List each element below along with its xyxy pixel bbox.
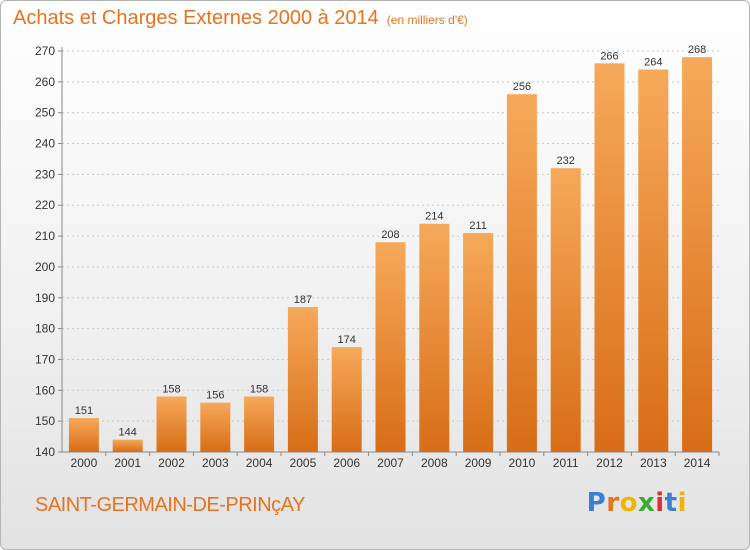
y-tick-label: 180 bbox=[35, 322, 55, 336]
logo-letter: t bbox=[664, 488, 678, 518]
y-tick-label: 150 bbox=[35, 414, 55, 428]
x-tick-label: 2006 bbox=[333, 456, 360, 470]
bar-value-label: 211 bbox=[469, 220, 487, 232]
y-tick-label: 260 bbox=[35, 75, 55, 89]
x-tick-label: 2005 bbox=[290, 456, 317, 470]
y-tick-label: 160 bbox=[35, 383, 55, 397]
y-tick-label: 270 bbox=[35, 44, 55, 58]
chart-title: Achats et Charges Externes 2000 à 2014 (e… bbox=[13, 7, 468, 30]
logo-letter: o bbox=[619, 488, 638, 518]
y-tick-label: 140 bbox=[35, 445, 55, 459]
y-tick-label: 220 bbox=[35, 198, 55, 212]
commune-name: SAINT-GERMAIN-DE-PRINçAY bbox=[35, 494, 305, 516]
bar bbox=[244, 396, 275, 452]
x-tick-label: 2007 bbox=[377, 456, 404, 470]
bar-value-label: 256 bbox=[513, 81, 531, 93]
bar bbox=[594, 63, 625, 452]
bar bbox=[463, 232, 494, 452]
y-tick-label: 190 bbox=[35, 291, 55, 305]
y-tick-label: 230 bbox=[35, 167, 55, 181]
logo-letter: r bbox=[606, 488, 620, 518]
y-tick-label: 210 bbox=[35, 229, 55, 243]
bar-value-label: 187 bbox=[294, 294, 312, 306]
y-tick-label: 170 bbox=[35, 352, 55, 366]
bar-value-label: 158 bbox=[162, 383, 180, 395]
bar-value-label: 268 bbox=[688, 44, 706, 56]
x-tick-label: 2011 bbox=[553, 456, 579, 470]
bar-value-label: 208 bbox=[381, 229, 399, 241]
chart-title-text: Achats et Charges Externes 2000 à 2014 bbox=[13, 7, 379, 29]
logo-letter: i bbox=[677, 488, 687, 518]
logo-letter: x bbox=[637, 488, 656, 518]
bar bbox=[550, 168, 581, 452]
y-tick-label: 240 bbox=[35, 137, 55, 151]
x-tick-label: 2010 bbox=[509, 456, 536, 470]
bar-value-label: 266 bbox=[600, 50, 618, 62]
logo-letter: i bbox=[655, 488, 665, 518]
bar-value-label: 214 bbox=[425, 211, 443, 223]
y-tick-label: 250 bbox=[35, 106, 55, 120]
bar bbox=[331, 347, 362, 452]
x-tick-label: 2008 bbox=[421, 456, 448, 470]
x-tick-label: 2002 bbox=[158, 456, 185, 470]
bar bbox=[156, 396, 187, 452]
x-tick-label: 2001 bbox=[114, 456, 141, 470]
bar-value-label: 156 bbox=[206, 390, 224, 402]
chart-unit: (en milliers d'€) bbox=[386, 13, 468, 27]
bar bbox=[638, 69, 669, 452]
bar-value-label: 151 bbox=[75, 405, 93, 417]
bar-value-label: 232 bbox=[557, 155, 575, 167]
proxiti-logo: Proxiti bbox=[587, 488, 687, 518]
bar bbox=[506, 94, 537, 452]
bar bbox=[68, 418, 99, 452]
logo-letter: P bbox=[586, 488, 607, 518]
bar bbox=[200, 402, 231, 452]
bar-value-label: 144 bbox=[119, 427, 137, 439]
bar bbox=[287, 307, 318, 452]
bar bbox=[682, 57, 713, 453]
x-tick-label: 2012 bbox=[596, 456, 623, 470]
x-tick-label: 2014 bbox=[684, 456, 711, 470]
x-tick-label: 2003 bbox=[202, 456, 229, 470]
bar bbox=[375, 242, 406, 452]
x-tick-label: 2009 bbox=[465, 456, 492, 470]
bar bbox=[112, 439, 143, 452]
x-tick-label: 2004 bbox=[246, 456, 273, 470]
x-tick-label: 2013 bbox=[640, 456, 667, 470]
x-tick-label: 2000 bbox=[71, 456, 98, 470]
bar-value-label: 174 bbox=[338, 334, 356, 346]
bar bbox=[419, 223, 450, 452]
bar-value-label: 264 bbox=[644, 57, 662, 69]
y-tick-label: 200 bbox=[35, 260, 55, 274]
bar-value-label: 158 bbox=[250, 383, 268, 395]
